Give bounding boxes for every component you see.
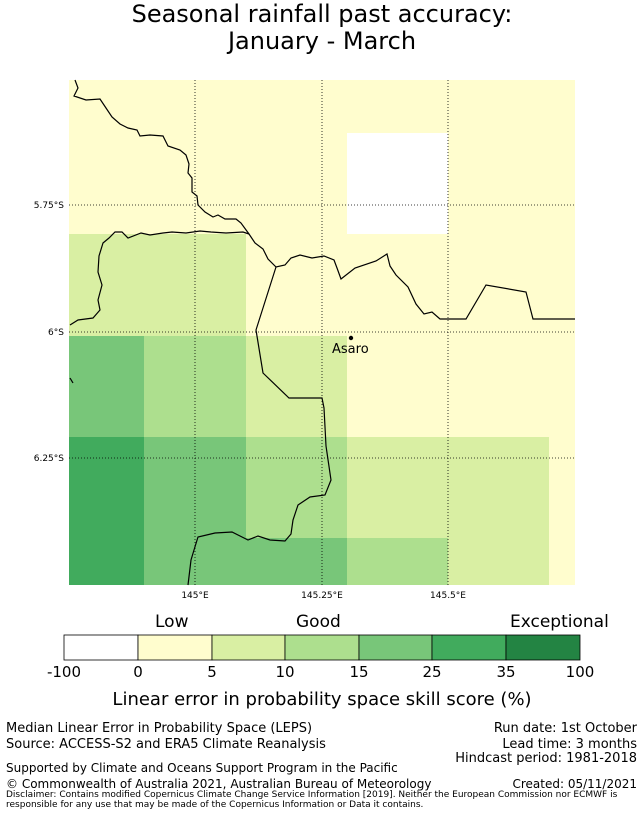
grid-cell bbox=[246, 336, 347, 437]
lon-tick-label: 145.5°E bbox=[430, 591, 466, 601]
footer-lead-time: Lead time: 3 months bbox=[502, 737, 637, 752]
lat-tick-label: 5.75°S bbox=[34, 201, 65, 211]
place-marker bbox=[348, 335, 354, 341]
category-label-low: Low bbox=[155, 612, 189, 632]
skill-grid bbox=[69, 80, 575, 585]
footer-run-date: Run date: 1st October bbox=[493, 721, 637, 736]
colorbar-segment bbox=[63, 634, 139, 661]
colorbar-tick: 25 bbox=[422, 663, 442, 681]
province-boundary bbox=[69, 79, 575, 586]
grid-cell bbox=[347, 133, 448, 234]
grid-cell bbox=[246, 437, 347, 538]
map-title-line1: Seasonal rainfall past accuracy: bbox=[131, 0, 513, 28]
colorbar bbox=[63, 634, 581, 661]
colorbar-tick: 10 bbox=[275, 663, 295, 681]
place-label: Asaro bbox=[332, 342, 369, 357]
footer-copyright: © Commonwealth of Australia 2021, Austra… bbox=[6, 777, 432, 791]
colorbar-tick: 35 bbox=[496, 663, 516, 681]
colorbar-segment bbox=[358, 634, 433, 661]
footer-source: Source: ACCESS-S2 and ERA5 Climate Reana… bbox=[6, 737, 326, 752]
footer-created: Created: 05/11/2021 bbox=[512, 777, 637, 791]
grid-cell bbox=[347, 538, 448, 585]
colorbar-tick: 100 bbox=[565, 663, 595, 681]
lat-tick-label: 6.25°S bbox=[34, 454, 65, 464]
lon-tick-label: 145.25°E bbox=[301, 591, 343, 601]
footer-disclaimer: Disclaimer: Contains modified Copernicus… bbox=[6, 790, 618, 810]
colorbar-tick: -100 bbox=[46, 663, 82, 681]
lat-tick-label: 6°S bbox=[48, 328, 64, 338]
grid-cell bbox=[144, 538, 347, 585]
map-title-line2: January - March bbox=[227, 27, 417, 55]
grid-cell bbox=[69, 437, 144, 585]
grid-cell bbox=[69, 336, 144, 437]
colorbar-segment bbox=[505, 634, 581, 661]
footer-support: Supported by Climate and Oceans Support … bbox=[6, 761, 398, 775]
category-label-exceptional: Exceptional bbox=[510, 612, 609, 632]
colorbar-title: Linear error in probability space skill … bbox=[112, 689, 532, 710]
colorbar-segment bbox=[211, 634, 286, 661]
colorbar-segment bbox=[284, 634, 360, 661]
colorbar-tick: 0 bbox=[133, 663, 143, 681]
colorbar-tick: 5 bbox=[207, 663, 217, 681]
lon-tick-label: 145°E bbox=[181, 591, 209, 601]
colorbar-tick: 15 bbox=[349, 663, 369, 681]
gridlines bbox=[69, 80, 575, 585]
footer-hindcast-period: Hindcast period: 1981-2018 bbox=[455, 751, 637, 766]
category-label-good: Good bbox=[296, 612, 341, 632]
grid-cell bbox=[69, 234, 246, 336]
footer-method: Median Linear Error in Probability Space… bbox=[6, 721, 313, 736]
colorbar-segment bbox=[431, 634, 507, 661]
grid-cell bbox=[448, 538, 549, 585]
colorbar-segment bbox=[137, 634, 213, 661]
